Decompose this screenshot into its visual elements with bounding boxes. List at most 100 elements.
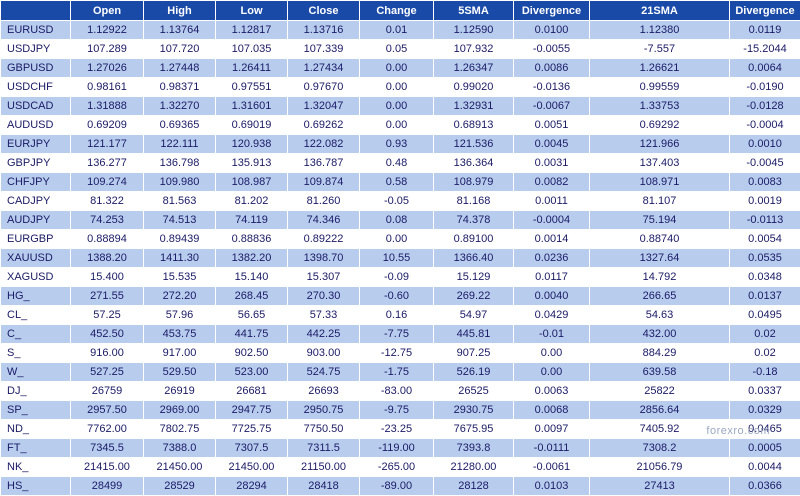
value-cell: 2950.75 — [288, 401, 360, 420]
value-cell: 15.307 — [288, 268, 360, 287]
value-cell: 0.01 — [360, 21, 434, 40]
header-low-3: Low — [216, 1, 288, 21]
value-cell: 0.0117 — [514, 268, 590, 287]
value-cell: 0.0040 — [514, 287, 590, 306]
value-cell: 0.98161 — [71, 78, 144, 97]
value-cell: 0.08 — [360, 211, 434, 230]
value-cell: -0.0113 — [730, 211, 800, 230]
value-cell: 21415.00 — [71, 458, 144, 477]
value-cell: 1.12380 — [590, 21, 730, 40]
value-cell: 917.00 — [144, 344, 216, 363]
value-cell: 15.400 — [71, 268, 144, 287]
value-cell: 107.035 — [216, 40, 288, 59]
value-cell: 1.12922 — [71, 21, 144, 40]
value-cell: 74.378 — [434, 211, 514, 230]
value-cell: 0.69262 — [288, 116, 360, 135]
value-cell: 81.563 — [144, 192, 216, 211]
value-cell: 136.798 — [144, 154, 216, 173]
value-cell: 7725.75 — [216, 420, 288, 439]
value-cell: -23.25 — [360, 420, 434, 439]
value-cell: 0.00 — [514, 363, 590, 382]
value-cell: 0.0097 — [514, 420, 590, 439]
value-cell: 107.720 — [144, 40, 216, 59]
value-cell: 0.48 — [360, 154, 434, 173]
value-cell: 529.50 — [144, 363, 216, 382]
value-cell: -9.75 — [360, 401, 434, 420]
value-cell: 108.979 — [434, 173, 514, 192]
value-cell: 135.913 — [216, 154, 288, 173]
value-cell: 884.29 — [590, 344, 730, 363]
value-cell: 0.0054 — [730, 230, 800, 249]
value-cell: 1.27448 — [144, 59, 216, 78]
value-cell: 0.0137 — [730, 287, 800, 306]
value-cell: 271.55 — [71, 287, 144, 306]
value-cell: -12.75 — [360, 344, 434, 363]
value-cell: 74.119 — [216, 211, 288, 230]
value-cell: 15.140 — [216, 268, 288, 287]
symbol-cell: HG_ — [1, 287, 71, 306]
value-cell: 0.68913 — [434, 116, 514, 135]
value-cell: 75.194 — [590, 211, 730, 230]
value-cell: 28499 — [71, 477, 144, 496]
value-cell: 1.26621 — [590, 59, 730, 78]
value-cell: 1327.64 — [590, 249, 730, 268]
value-cell: 907.25 — [434, 344, 514, 363]
symbol-cell: USDCAD — [1, 97, 71, 116]
value-cell: 81.202 — [216, 192, 288, 211]
symbol-cell: GBPUSD — [1, 59, 71, 78]
value-cell: 25822 — [590, 382, 730, 401]
value-cell: 121.177 — [71, 135, 144, 154]
value-cell: 0.0337 — [730, 382, 800, 401]
value-cell: 1.12590 — [434, 21, 514, 40]
header-divergence-7: Divergence — [514, 1, 590, 21]
value-cell: 109.980 — [144, 173, 216, 192]
value-cell: 136.364 — [434, 154, 514, 173]
value-cell: 7750.50 — [288, 420, 360, 439]
value-cell: 1.27434 — [288, 59, 360, 78]
symbol-cell: C_ — [1, 325, 71, 344]
value-cell: 109.274 — [71, 173, 144, 192]
value-cell: -0.60 — [360, 287, 434, 306]
value-cell: 0.0366 — [730, 477, 800, 496]
value-cell: 56.65 — [216, 306, 288, 325]
value-cell: 1.31601 — [216, 97, 288, 116]
value-cell: 0.0044 — [730, 458, 800, 477]
value-cell: 523.00 — [216, 363, 288, 382]
value-cell: 28529 — [144, 477, 216, 496]
value-cell: 452.50 — [71, 325, 144, 344]
value-cell: 0.0011 — [514, 192, 590, 211]
symbol-cell: S_ — [1, 344, 71, 363]
value-cell: 0.16 — [360, 306, 434, 325]
value-cell: 0.0051 — [514, 116, 590, 135]
value-cell: -0.0136 — [514, 78, 590, 97]
value-cell: 639.58 — [590, 363, 730, 382]
value-cell: -119.00 — [360, 439, 434, 458]
value-cell: 1.27026 — [71, 59, 144, 78]
value-cell: 7307.5 — [216, 439, 288, 458]
symbol-cell: EURGBP — [1, 230, 71, 249]
value-cell: -0.0061 — [514, 458, 590, 477]
value-cell: 26681 — [216, 382, 288, 401]
value-cell: 266.65 — [590, 287, 730, 306]
value-cell: 1.32931 — [434, 97, 514, 116]
symbol-cell: EURJPY — [1, 135, 71, 154]
symbol-cell: SP_ — [1, 401, 71, 420]
value-cell: 15.129 — [434, 268, 514, 287]
value-cell: 0.00 — [514, 344, 590, 363]
symbol-cell: AUDUSD — [1, 116, 71, 135]
value-cell: 441.75 — [216, 325, 288, 344]
symbol-cell: CHFJPY — [1, 173, 71, 192]
